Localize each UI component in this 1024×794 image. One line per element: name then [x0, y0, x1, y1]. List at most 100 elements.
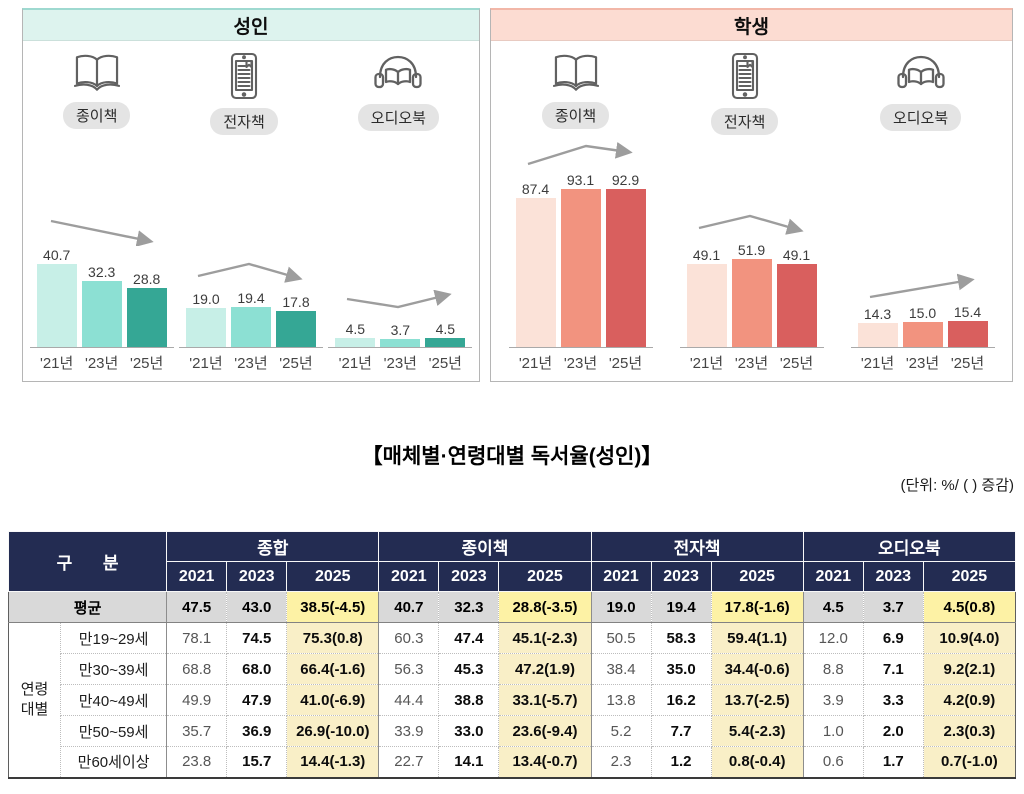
year-label: '25년 — [950, 355, 985, 372]
bar-value-label: 19.0 — [192, 291, 220, 308]
corner-header: 구 분 — [7, 531, 168, 592]
table-cell: 1.2 — [650, 746, 712, 778]
year-header: 2021 — [166, 561, 228, 592]
average-row: 평균 47.5 43.0 38.5(-4.5) 40.7 32.3 28.8(-3.5) 19… — [7, 591, 1017, 623]
bar — [81, 280, 122, 347]
bar — [902, 321, 943, 347]
table-row: 연령대별 만19~29세 78.1 74.5 75.3(0.8) 60.3 47.4 45.1… — [7, 622, 1017, 778]
table-cell: 41.0(-6.9) — [286, 684, 380, 716]
bars-group: 14.3 15.0 15.4 — [857, 304, 988, 347]
table-cell: 1.7 — [862, 746, 924, 778]
table-cell: 19.4 — [650, 591, 712, 623]
bar-value-label: 19.4 — [237, 290, 265, 307]
bar — [560, 188, 601, 347]
table-cell: 33.0 — [438, 715, 500, 747]
trend-arrow-icon — [527, 141, 633, 165]
adult-media-icons-row: 종이책 전자책 오디오북 — [23, 52, 479, 135]
table-cell: 38.5(-4.5) — [286, 591, 380, 623]
table-cell: 28.8(-3.5) — [498, 591, 592, 623]
bar-value-label: 14.3 — [863, 305, 892, 322]
bar — [605, 189, 646, 347]
bar-value-label: 49.1 — [692, 246, 721, 263]
bar — [185, 308, 226, 347]
table-cell: 2.3 — [590, 746, 652, 778]
table-cell: 33.1(-5.7) — [498, 684, 592, 716]
bar-column: 28.8 — [126, 271, 167, 347]
header-row-years: 2021 2023 2025 2021 2023 2025 2021 2023 2025 2021… — [9, 561, 1017, 592]
table-cell: 47.4 — [438, 622, 500, 654]
table-cell: 38.4 — [590, 653, 652, 685]
bar-column: 49.1 — [686, 246, 727, 347]
year-label: '21년 — [39, 355, 74, 372]
media-label: 오디오북 — [879, 104, 962, 131]
table-title: 【매체별·연령대별 독서율(성인)】 — [361, 445, 663, 468]
table-cell: 44.4 — [378, 684, 440, 716]
table-cell: 1.0 — [802, 715, 864, 747]
table-cell: 12.0 — [802, 622, 864, 654]
year-header: 2025 — [710, 561, 804, 592]
table-cell: 26.9(-10.0) — [286, 715, 380, 747]
table-cell: 19.0 — [590, 591, 652, 623]
table-cell: 3.7 — [862, 591, 924, 623]
media-figure: 종이책 — [62, 52, 131, 129]
table-cell: 47.2(1.9) — [498, 653, 592, 685]
adult-charts-row: 40.7 32.3 28.8 '21년 '23년 '25년 19.0 19.4 17.8 '21년… — [27, 216, 475, 373]
media-label: 오디오북 — [357, 104, 439, 131]
table-cell: 22.7 — [378, 746, 440, 778]
bar — [686, 263, 727, 347]
student-media-icons-row: 종이책 전자책 오디오북 — [491, 52, 1012, 135]
axis-line: '21년 '23년 '25년 — [508, 347, 653, 373]
bars-group: 49.1 51.9 49.1 — [686, 241, 817, 347]
year-label: '23년 — [905, 355, 940, 372]
trend-arrow-icon — [197, 262, 303, 283]
media-label: 종이책 — [62, 102, 131, 129]
table-cell: 66.4(-1.6) — [286, 653, 380, 685]
bar-column: 17.8 — [275, 294, 316, 347]
adult-panel: 성인 종이책 전자책 오디오북 40.7 32.3 28.8'21년 '23년 '25년 19… — [22, 8, 480, 382]
age-group-label: 연령대별 — [7, 622, 62, 778]
bar-column: 15.4 — [947, 304, 988, 347]
bar-column: 32.3 — [81, 264, 122, 347]
year-header: 2023 — [438, 561, 500, 592]
bar-column: 92.9 — [605, 172, 646, 347]
student-panel-title: 학생 — [734, 16, 769, 38]
reading-rate-table: 구 분 종합 종이책 전자책 오디오북 2021 2023 2025 2021 2023 2025 2… — [7, 531, 1017, 779]
table-cell: 60.3 — [378, 622, 440, 654]
year-header: 2025 — [922, 561, 1017, 592]
media-figure: 오디오북 — [879, 52, 962, 131]
table-cell: 45.3 — [438, 653, 500, 685]
year-label: '25년 — [129, 355, 164, 372]
group-header: 종이책 — [378, 531, 592, 562]
student-panel-header: 학생 — [491, 10, 1012, 41]
student-charts-row: 87.4 93.1 92.9 '21년 '23년 '25년 49.1 51.9 49.1 '21년… — [495, 141, 1008, 373]
bars-group: 87.4 93.1 92.9 — [515, 172, 646, 347]
axis-line: '21년 '23년 '25년 — [328, 347, 473, 373]
table-cell: 34.4(-0.6) — [710, 653, 804, 685]
table-cell: 16.2 — [650, 684, 712, 716]
table-cell: 3.9 — [802, 684, 864, 716]
table-row: 만30~39세 68.8 68.0 66.4(-1.6) 56.3 45.3 47.2(1.… — [9, 653, 1017, 685]
table-cell: 45.1(-2.3) — [498, 622, 592, 654]
bar-value-label: 51.9 — [737, 241, 766, 258]
media-label: 종이책 — [541, 102, 610, 129]
group-header: 전자책 — [590, 531, 804, 562]
bar-value-label: 4.5 — [435, 320, 456, 337]
unit-note: (단위: %/ ( ) 증감) — [900, 477, 1014, 494]
trend-arrow-icon — [869, 273, 975, 298]
media-figure: 전자책 — [710, 52, 779, 135]
table-cell: 35.0 — [650, 653, 712, 685]
year-header: 2021 — [802, 561, 864, 592]
table-cell: 10.9(4.0) — [922, 622, 1017, 654]
row-label: 만40~49세 — [60, 684, 168, 716]
bar — [776, 263, 817, 347]
bar-column: 4.5 — [425, 320, 466, 347]
bar-value-label: 28.8 — [133, 271, 161, 287]
bar-column: 3.7 — [380, 322, 421, 347]
mini-bar-chart: 14.3 15.0 15.4 '21년 '23년 '25년 — [850, 273, 995, 373]
year-label: '21년 — [518, 355, 553, 372]
table-cell: 38.8 — [438, 684, 500, 716]
mini-bar-chart: 87.4 93.1 92.9 '21년 '23년 '25년 — [508, 141, 653, 373]
table-cell: 32.3 — [438, 591, 500, 623]
table-body: 평균 47.5 43.0 38.5(-4.5) 40.7 32.3 28.8(-3.5) 19… — [7, 591, 1017, 778]
table-cell: 68.0 — [226, 653, 288, 685]
